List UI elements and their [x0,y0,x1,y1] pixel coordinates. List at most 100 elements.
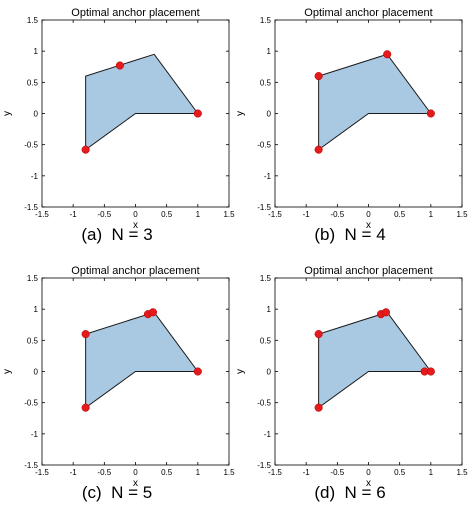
x-tick-label: 1.5 [456,210,468,219]
chart-d: Optimal anchor placement -1.5 -1 -0.5 0 0.5 1 1… [235,265,468,489]
y-tick-label: 1.5 [27,274,39,283]
x-axis-label: x [366,478,371,489]
y-tick-label: -1.5 [24,461,38,470]
x-axis-label: x [366,220,371,231]
x-tick-label: 1 [196,468,201,477]
y-tick-label: 0 [267,368,272,377]
y-tick-label: 0 [34,110,39,119]
y-tick-label: -0.5 [257,141,271,150]
feasible-region [85,53,199,151]
anchor-point [314,145,323,154]
anchor-point [381,308,391,317]
anchor-point [426,109,435,118]
x-tick-label: 0.5 [394,210,406,219]
anchor-point [314,330,323,339]
y-tick-label: 0 [34,368,39,377]
x-tick-label: 1.5 [223,468,235,477]
x-tick-label: -0.5 [97,210,111,219]
chart-title: Optimal anchor placement [71,7,199,19]
y-tick-label: 0 [267,110,272,119]
x-tick-label: 1.5 [456,468,468,477]
x-tick-label: 0 [133,468,138,477]
anchor-point [426,367,435,376]
x-tick-label: -0.5 [97,468,111,477]
x-tick-label: 0.5 [394,468,406,477]
anchor-point [81,145,90,154]
y-tick-label: -1 [264,172,272,181]
chart-b: Optimal anchor placement -1.5 -1 -0.5 0 0.5 1 1… [235,7,468,231]
anchor-point [314,72,323,81]
anchor-point [193,109,202,118]
y-tick-label: -0.5 [24,141,38,150]
x-tick-label: 0.5 [161,210,173,219]
y-axis-label: y [2,369,13,374]
y-tick-label: -1 [264,430,272,439]
caption-a: (a) N = 3 [81,225,153,244]
anchor-point [148,308,158,317]
x-tick-label: 1 [196,210,201,219]
caption-d: (d) N = 6 [314,483,386,502]
feasible-region [85,311,199,409]
x-tick-label: -1.5 [268,468,282,477]
anchor-point [314,403,323,412]
anchor-point [81,330,90,339]
chart-a: Optimal anchor placement -1.5 -1 -0.5 0 0.5 1 1… [2,7,235,231]
y-tick-label: 1.5 [27,16,39,25]
y-tick-label: 0.5 [27,336,39,345]
x-tick-label: 0 [366,210,371,219]
x-tick-label: 1 [429,468,434,477]
y-tick-label: 1 [267,47,272,56]
y-tick-label: -1 [31,430,39,439]
x-tick-label: -1 [70,210,78,219]
y-tick-label: -0.5 [24,399,38,408]
y-tick-label: 0.5 [260,78,272,87]
x-tick-label: -1.5 [35,468,49,477]
x-tick-label: -0.5 [330,210,344,219]
feasible-region [318,311,432,409]
feasible-region [318,53,432,151]
anchor-point [115,61,124,70]
x-tick-label: 1 [429,210,434,219]
y-tick-label: 1.5 [260,16,272,25]
panel-b: Optimal anchor placement -1.5 -1 -0.5 0 0.5 1 1… [233,0,468,257]
x-tick-label: -1 [303,210,311,219]
anchor-point [193,367,202,376]
chart-title: Optimal anchor placement [304,7,432,19]
x-tick-label: 1.5 [223,210,235,219]
anchor-point [81,403,90,412]
chart-title: Optimal anchor placement [304,265,432,277]
x-tick-label: 0 [366,468,371,477]
panel-a: Optimal anchor placement -1.5 -1 -0.5 0 0.5 1 1… [0,0,235,257]
x-tick-label: 0 [133,210,138,219]
y-tick-label: -1.5 [24,203,38,212]
y-tick-label: 1 [34,47,39,56]
y-tick-label: -1 [31,172,39,181]
y-tick-label: -1.5 [257,461,271,470]
panel-c: Optimal anchor placement -1.5 -1 -0.5 0 0.5 1 1… [0,258,235,515]
panel-d: Optimal anchor placement -1.5 -1 -0.5 0 0.5 1 1… [233,258,468,515]
y-tick-label: 0.5 [260,336,272,345]
y-tick-label: 0.5 [27,78,39,87]
y-tick-label: 1.5 [260,274,272,283]
y-axis-label: y [235,111,246,116]
anchor-point [383,50,392,59]
y-tick-label: -1.5 [257,203,271,212]
y-tick-label: -0.5 [257,399,271,408]
y-tick-label: 1 [34,305,39,314]
y-axis-label: y [235,369,246,374]
chart-title: Optimal anchor placement [71,265,199,277]
x-tick-label: -0.5 [330,468,344,477]
caption-c: (c) N = 5 [81,483,153,502]
caption-b: (b) N = 4 [314,225,386,244]
x-tick-label: 0.5 [161,468,173,477]
y-tick-label: 1 [267,305,272,314]
chart-c: Optimal anchor placement -1.5 -1 -0.5 0 0.5 1 1… [2,265,235,489]
y-axis-label: y [2,111,13,116]
x-tick-label: -1 [70,468,78,477]
x-tick-label: -1.5 [268,210,282,219]
x-axis-label: x [133,478,138,489]
x-tick-label: -1 [303,468,311,477]
x-axis-label: x [133,220,138,231]
x-tick-label: -1.5 [35,210,49,219]
